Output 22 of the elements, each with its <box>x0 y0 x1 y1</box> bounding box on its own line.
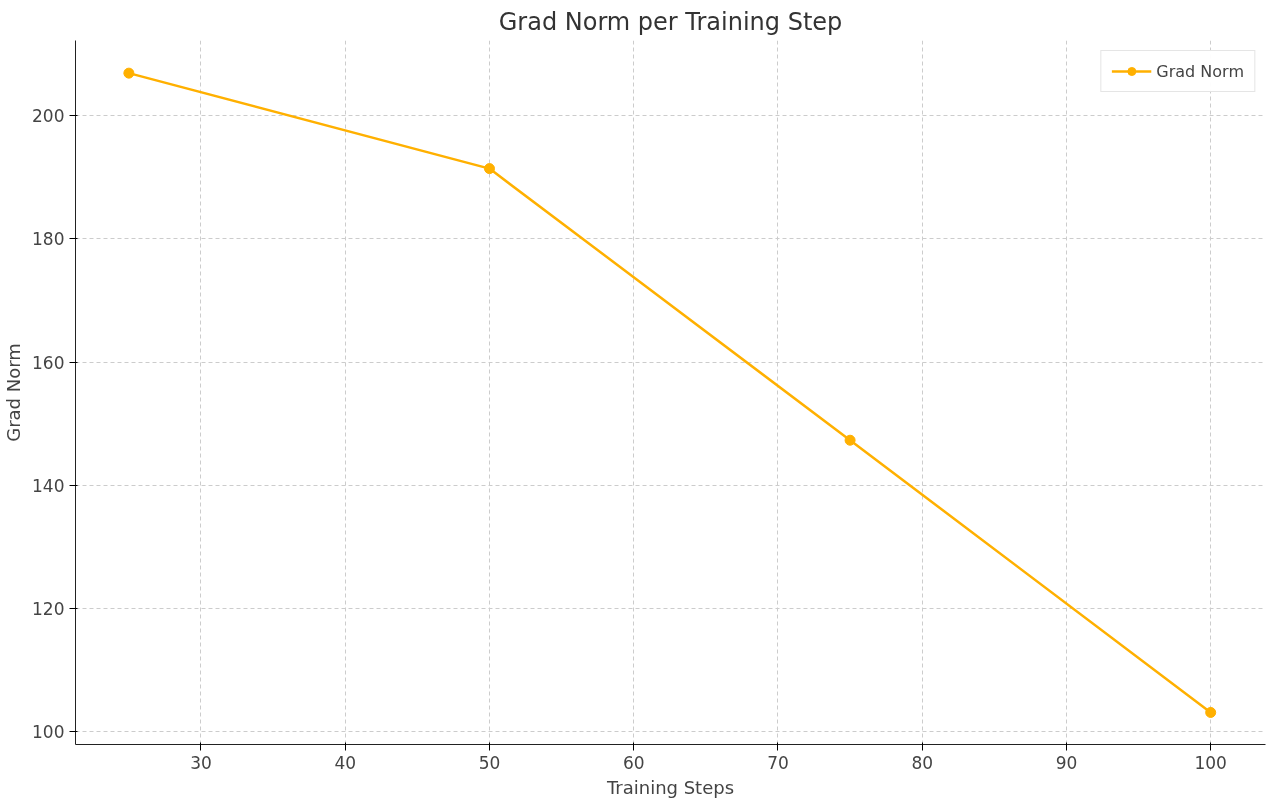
x-tick-label: 40 <box>334 752 357 773</box>
y-tick-label: 100 <box>32 722 65 743</box>
y-axis-title: Grad Norm <box>3 343 25 442</box>
x-tick-label: 80 <box>911 752 934 773</box>
y-tick-label: 140 <box>32 475 65 496</box>
y-tick-label: 200 <box>32 106 65 127</box>
x-axis-title: Training Steps <box>605 776 735 798</box>
point <box>483 163 495 175</box>
point <box>1205 706 1217 718</box>
point <box>844 434 856 446</box>
y-tick-label: 160 <box>32 352 65 373</box>
point <box>123 67 135 79</box>
x-tick-label: 70 <box>767 752 789 773</box>
legend-label: Grad Norm <box>1156 61 1244 81</box>
x-tick-label: 60 <box>622 752 645 773</box>
x-tick-label: 90 <box>1055 752 1078 773</box>
y-tick-label: 120 <box>32 598 65 619</box>
y-tick-label: 180 <box>32 229 65 250</box>
chart-title: Grad Norm per Training Step <box>498 7 843 36</box>
x-tick-label: 30 <box>190 752 212 773</box>
x-tick-label: 100 <box>1194 752 1227 773</box>
x-tick-label: 50 <box>478 752 501 773</box>
